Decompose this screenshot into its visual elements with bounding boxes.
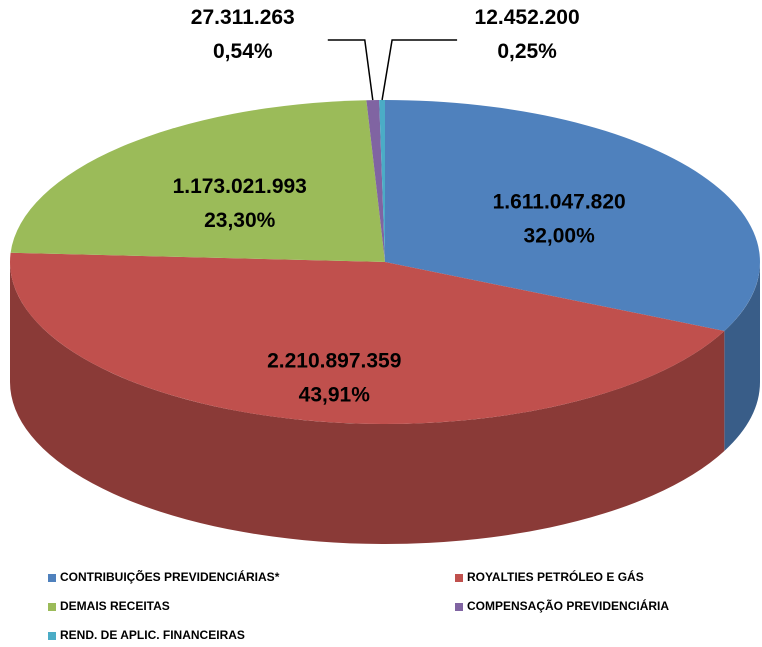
legend-label: COMPENSAÇÃO PREVIDENCIÁRIA — [467, 598, 669, 613]
slice — [10, 252, 725, 425]
legend-swatch — [48, 603, 56, 611]
legend-label: CONTRIBUIÇÕES PREVIDENCIÁRIAS* — [60, 569, 280, 584]
slice-side — [10, 262, 725, 545]
slice — [366, 100, 385, 262]
value-label: 1.611.047.820 — [493, 190, 626, 213]
legend-label: ROYALTIES PETRÓLEO E GÁS — [467, 569, 644, 584]
legend-label: DEMAIS RECEITAS — [60, 599, 170, 613]
legend-swatch — [455, 603, 463, 611]
value-label: 12.452.200 — [475, 6, 580, 29]
percent-label: 23,30% — [204, 209, 276, 232]
data-label: 1.173.021.993 23,30% — [173, 175, 307, 232]
data-label: 27.311.263 0,54% — [191, 6, 295, 63]
data-label: 1.611.047.820 32,00% — [493, 190, 626, 247]
legend-swatch — [455, 574, 463, 582]
percent-label: 43,91% — [299, 383, 371, 406]
percent-label: 0,54% — [213, 40, 273, 63]
value-label: 1.173.021.993 — [173, 175, 307, 198]
legend: CONTRIBUIÇÕES PREVIDENCIÁRIAS* ROYALTIES … — [48, 569, 669, 642]
data-label: 2.210.897.359 43,91% — [267, 349, 401, 406]
value-label: 27.311.263 — [191, 6, 295, 29]
value-label: 2.210.897.359 — [267, 349, 401, 372]
legend-swatch — [48, 632, 56, 640]
slice — [379, 100, 385, 262]
data-label: 12.452.200 0,25% — [475, 6, 580, 63]
percent-label: 0,25% — [497, 40, 557, 63]
leader-line — [381, 39, 458, 101]
legend-swatch — [48, 574, 56, 582]
leader-line — [327, 39, 374, 101]
slice — [385, 100, 760, 331]
slice-side — [724, 262, 760, 451]
slice — [10, 100, 385, 262]
percent-label: 32,00% — [524, 224, 596, 247]
legend-label: REND. DE APLIC. FINANCEIRAS — [60, 628, 245, 642]
